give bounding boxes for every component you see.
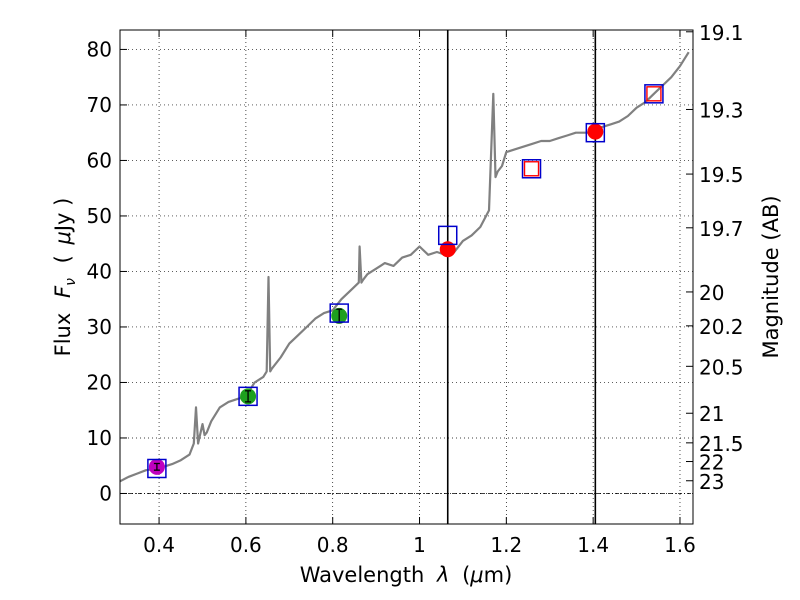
vertical-lines: [446, 30, 597, 524]
y-band-marker: [437, 225, 458, 258]
y-tick-label: 50: [87, 204, 112, 228]
y-tick-label: 20: [87, 370, 112, 394]
i-band-model-box: [329, 303, 349, 323]
magnitude-tick-label: 21.5: [699, 432, 744, 456]
magnitude-tick-label: 19.3: [699, 98, 744, 122]
k-band-point: [646, 86, 662, 102]
magnitude-tick-label: 20: [699, 281, 724, 305]
magnitude-tick-label: 19.5: [699, 163, 744, 187]
photometry-markers: [147, 84, 664, 479]
y-axis-label-prefix: Flux: [51, 313, 75, 357]
y-axis-label-unit-mu: μ: [51, 231, 75, 245]
y-tick-label: 0: [99, 481, 112, 505]
x-axis-label-unit-mu: μ: [469, 563, 483, 587]
plot-frame: [119, 29, 694, 525]
y-band-model-box: [437, 225, 458, 246]
x-tick-label: 1.2: [490, 533, 522, 557]
x-tick-label: 1.6: [664, 533, 696, 557]
h-band-marker: [585, 122, 606, 143]
x-tick-label: 1: [413, 533, 426, 557]
h-band-point: [587, 123, 604, 140]
x-axis-label-symbol: λ: [436, 563, 449, 587]
x-tick-label: 0.8: [317, 533, 349, 557]
x-axis-label-unit-rest: m): [484, 563, 513, 587]
y-band-point: [439, 241, 456, 258]
y-tick-label: 60: [87, 148, 112, 172]
x-axis: 0.4 0.6 0.8 1 1.2 1.4 1.6: [143, 30, 696, 557]
magnitude-tick-label: 23: [699, 470, 724, 494]
j-band-model-box: [521, 159, 542, 179]
y-axis-label-symbol: F: [51, 285, 75, 298]
y-tick-label: 80: [87, 37, 112, 61]
spectrum-line: [119, 51, 690, 483]
y-axis-label-unit-open: (: [51, 255, 75, 263]
magnitude-tick-label: 19.1: [699, 21, 744, 45]
j-band-marker: [521, 159, 542, 179]
y-tick-label: 30: [87, 315, 112, 339]
x-axis-label: Wavelength λ (μm): [300, 563, 513, 587]
magnitude-tick-label: 22: [699, 451, 724, 475]
k-band-marker: [644, 84, 664, 104]
j-band-point: [523, 161, 540, 177]
g-band-marker: [238, 386, 258, 407]
y-axis-label-sub: ν: [63, 278, 79, 286]
u-band-marker: [147, 458, 167, 479]
y-tick-label: 10: [87, 426, 112, 450]
y-axis-label: Flux Fν ( μJy ): [51, 198, 80, 357]
magnitude-tick-label: 20.2: [699, 315, 744, 339]
g-band-model-box: [238, 386, 258, 407]
x-tick-label: 1.4: [577, 533, 609, 557]
y-axis-label-unit-rest: Jy ): [51, 198, 75, 234]
h-band-model-box: [585, 122, 606, 143]
magnitude-tick-label: 20.5: [699, 355, 744, 379]
magnitude-axis-label: Magnitude (AB): [759, 195, 783, 358]
x-tick-label: 0.4: [143, 533, 175, 557]
x-axis-label-prefix: Wavelength: [300, 563, 425, 587]
y-axis: 0 10 20 30 40 50 60 70 80: [87, 37, 127, 505]
x-axis-label-unit-open: (: [462, 563, 470, 587]
spectrum-group: [119, 51, 690, 483]
x-tick-label: 0.6: [230, 533, 262, 557]
y-tick-label: 40: [87, 259, 112, 283]
i-band-marker: [329, 303, 349, 324]
magnitude-tick-label: 21: [699, 402, 724, 426]
magnitude-tick-label: 19.7: [699, 217, 744, 241]
k-band-model-box: [644, 84, 664, 104]
y-tick-label: 70: [87, 93, 112, 117]
u-band-model-box: [147, 458, 167, 479]
